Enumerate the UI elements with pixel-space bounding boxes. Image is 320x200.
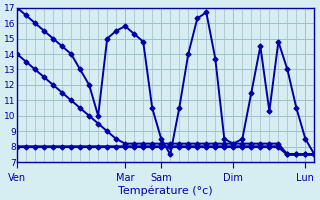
X-axis label: Température (°c): Température (°c) (118, 185, 213, 196)
